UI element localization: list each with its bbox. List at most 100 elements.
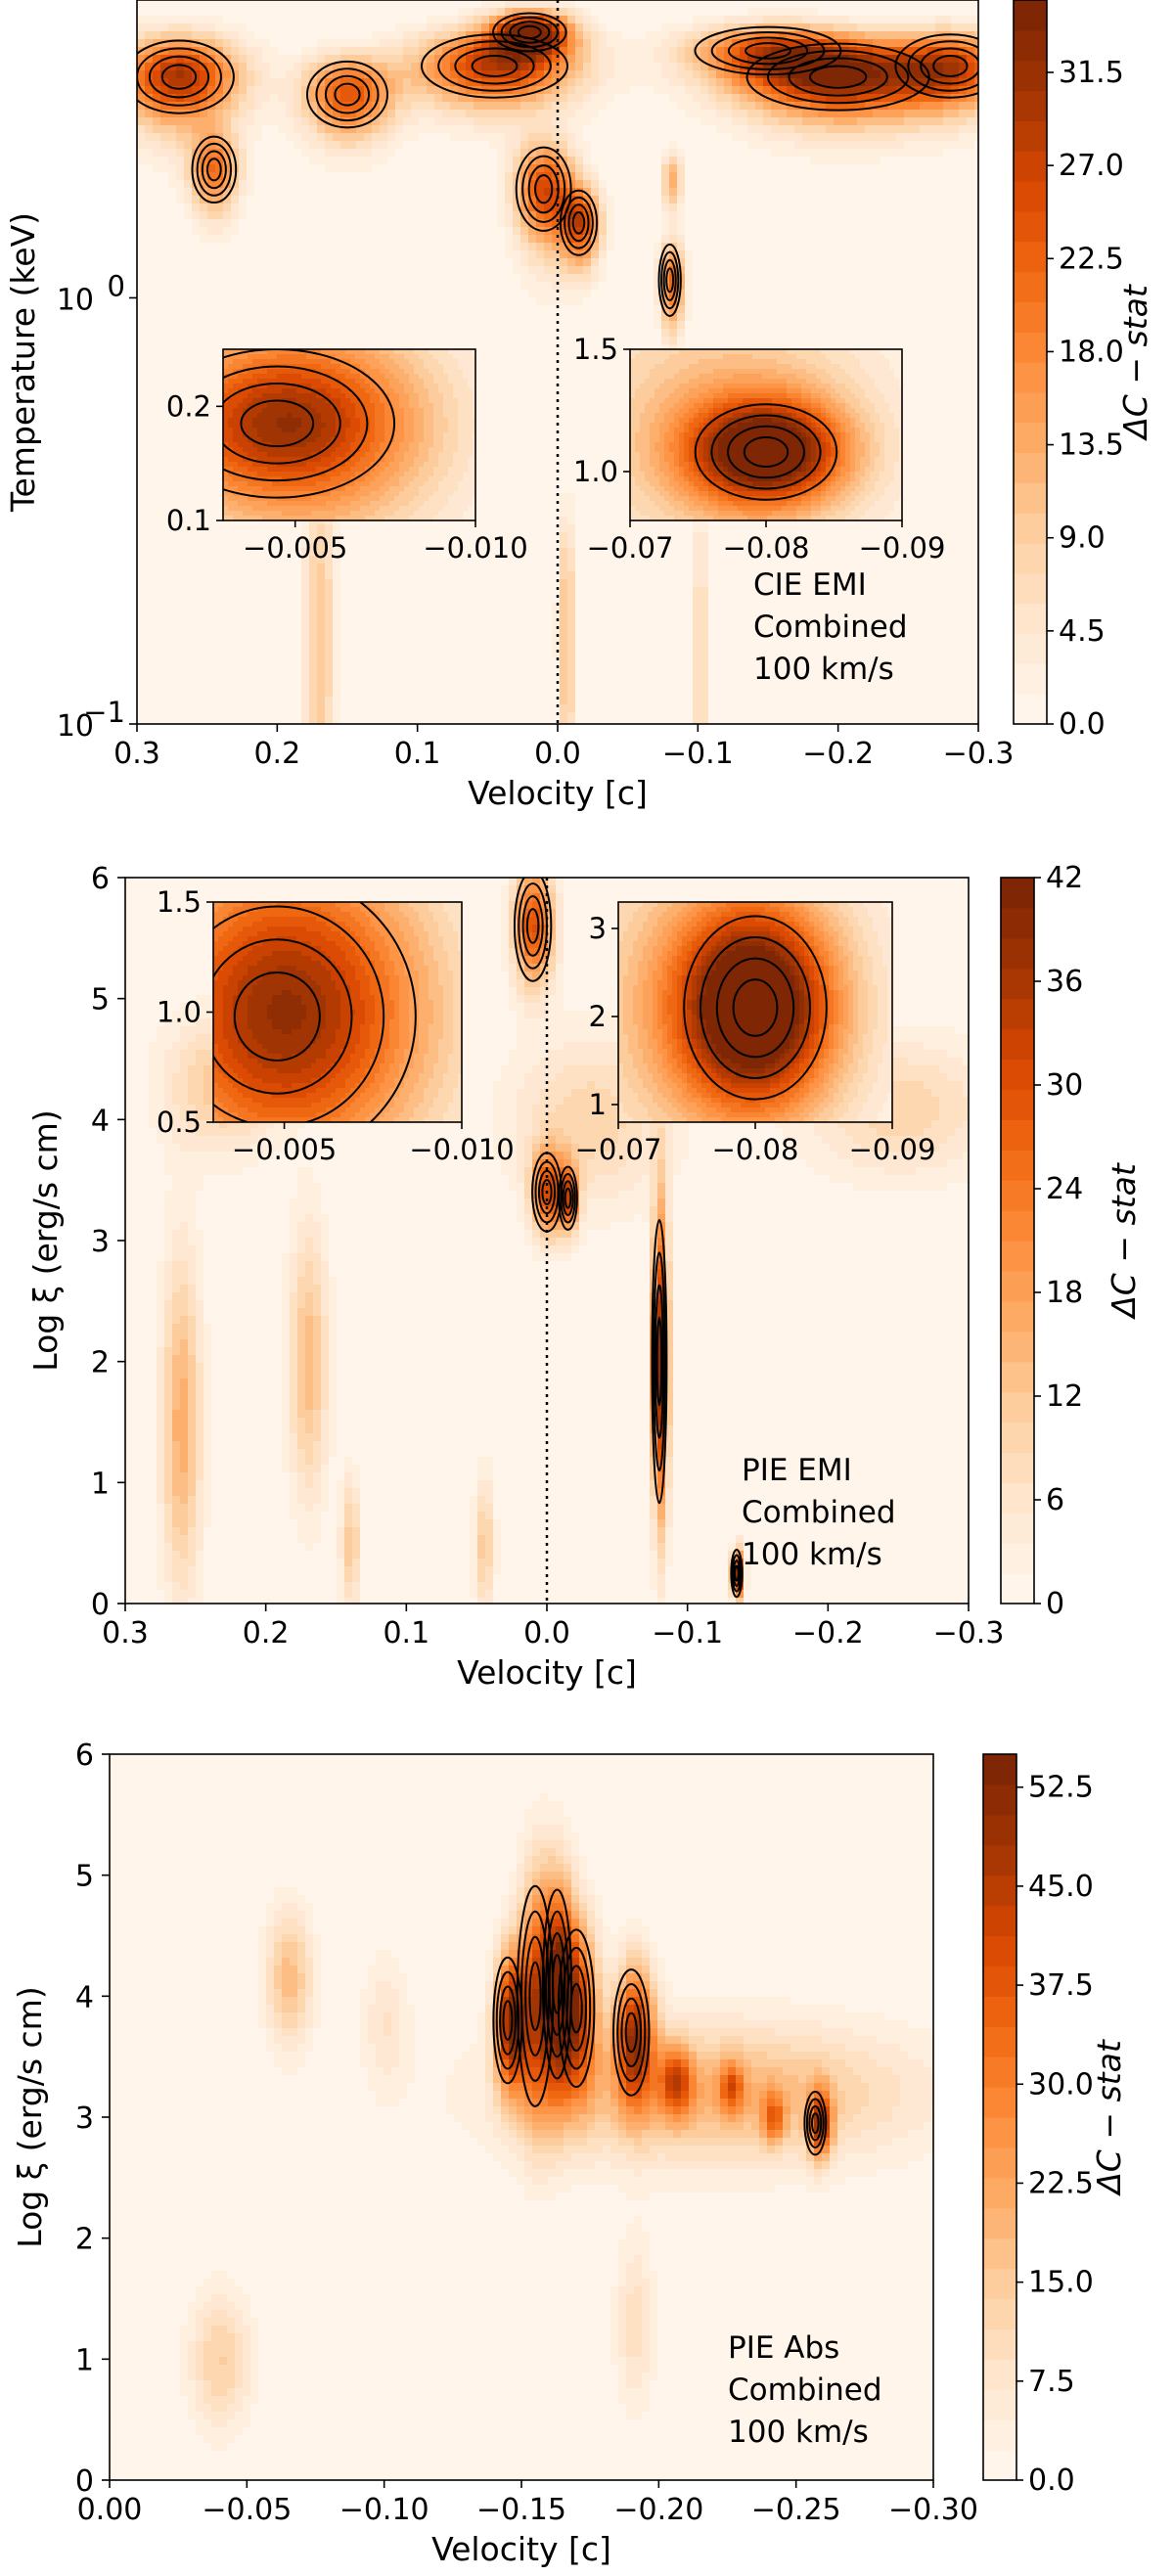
heatmap-cell <box>356 250 365 259</box>
heatmap-cell <box>920 297 928 306</box>
heatmap-cell <box>873 243 881 251</box>
heatmap-cell <box>771 290 780 298</box>
heatmap-cell <box>724 188 733 197</box>
heatmap-cell <box>834 78 842 87</box>
heatmap-cell <box>278 227 287 236</box>
heatmap-cell <box>505 149 514 158</box>
heatmap-cell <box>771 258 780 267</box>
heatmap-cell <box>888 235 897 244</box>
heatmap-cell <box>395 55 404 64</box>
heatmap-cell <box>536 94 545 103</box>
heatmap-cell <box>489 243 498 251</box>
heatmap-cell <box>896 337 905 345</box>
heatmap-cell <box>317 250 326 259</box>
heatmap-cell <box>176 86 185 95</box>
heatmap-cell <box>145 313 154 322</box>
heatmap-cell <box>419 70 428 79</box>
heatmap-cell <box>427 297 435 306</box>
heatmap-cell <box>176 196 185 204</box>
heatmap-cell <box>951 39 960 48</box>
heatmap-cell <box>294 266 302 275</box>
heatmap-cell <box>967 0 975 9</box>
heatmap-cell <box>215 180 224 189</box>
heatmap-cell <box>489 219 498 228</box>
heatmap-cell <box>880 329 889 338</box>
heatmap-cell <box>340 211 349 220</box>
heatmap-cell <box>239 63 248 71</box>
heatmap-cell <box>794 86 803 95</box>
heatmap-cell <box>442 164 451 173</box>
heatmap-cell <box>967 352 975 361</box>
heatmap-cell <box>481 258 490 267</box>
heatmap-cell <box>787 329 795 338</box>
heatmap-cell <box>294 125 302 134</box>
heatmap-cell <box>967 297 975 306</box>
heatmap-cell <box>497 290 506 298</box>
heatmap-cell <box>834 94 842 103</box>
heatmap-cell <box>145 16 154 24</box>
heatmap-cell <box>380 16 388 24</box>
heatmap-cell <box>403 63 412 71</box>
heatmap-cell <box>567 78 576 87</box>
heatmap-cell <box>458 266 467 275</box>
heatmap-cell <box>137 63 146 71</box>
heatmap-cell <box>489 110 498 118</box>
heatmap-cell <box>184 313 193 322</box>
heatmap-cell <box>372 0 381 9</box>
heatmap-cell <box>794 125 803 134</box>
heatmap-cell <box>927 219 936 228</box>
heatmap-cell <box>560 39 568 48</box>
heatmap-cell <box>254 55 263 64</box>
heatmap-cell <box>912 352 921 361</box>
heatmap-cell <box>505 290 514 298</box>
heatmap-cell <box>192 39 201 48</box>
heatmap-cell <box>591 125 600 134</box>
heatmap-cell <box>935 282 944 291</box>
heatmap-cell <box>794 196 803 204</box>
heatmap-cell <box>591 352 600 361</box>
heatmap-cell <box>622 39 631 48</box>
heatmap-cell <box>591 282 600 291</box>
heatmap-cell <box>333 235 341 244</box>
heatmap-cell <box>215 352 224 361</box>
heatmap-cell <box>779 196 788 204</box>
heatmap-cell <box>810 211 819 220</box>
heatmap-cell <box>763 305 772 314</box>
heatmap-cell <box>567 110 576 118</box>
heatmap-cell <box>638 305 647 314</box>
heatmap-cell <box>239 250 248 259</box>
heatmap-cell <box>771 94 780 103</box>
heatmap-cell <box>763 313 772 322</box>
heatmap-cell <box>685 149 694 158</box>
heatmap-cell <box>403 196 412 204</box>
heatmap-cell <box>661 313 670 322</box>
heatmap-cell <box>888 0 897 9</box>
heatmap-cell <box>810 321 819 330</box>
heatmap-cell <box>160 243 169 251</box>
heatmap-cell <box>137 102 146 111</box>
heatmap-cell <box>137 329 146 338</box>
heatmap-cell <box>716 235 725 244</box>
heatmap-cell <box>137 250 146 259</box>
heatmap-cell <box>411 321 420 330</box>
heatmap-cell <box>325 243 334 251</box>
heatmap-cell <box>622 78 631 87</box>
heatmap-cell <box>677 8 686 17</box>
heatmap-cell <box>207 8 216 17</box>
heatmap-cell <box>763 31 772 40</box>
heatmap-cell <box>607 86 615 95</box>
heatmap-cell <box>630 63 639 71</box>
heatmap-cell <box>497 149 506 158</box>
heatmap-cell <box>967 313 975 322</box>
heatmap-cell <box>520 31 529 40</box>
heatmap-cell <box>294 188 302 197</box>
heatmap-cell <box>489 266 498 275</box>
heatmap-cell <box>348 203 357 212</box>
heatmap-cell <box>959 23 968 32</box>
heatmap-cell <box>160 305 169 314</box>
heatmap-cell <box>560 78 568 87</box>
heatmap-cell <box>880 227 889 236</box>
heatmap-cell <box>567 117 576 126</box>
heatmap-cell <box>622 337 631 345</box>
heatmap-cell <box>270 203 279 212</box>
